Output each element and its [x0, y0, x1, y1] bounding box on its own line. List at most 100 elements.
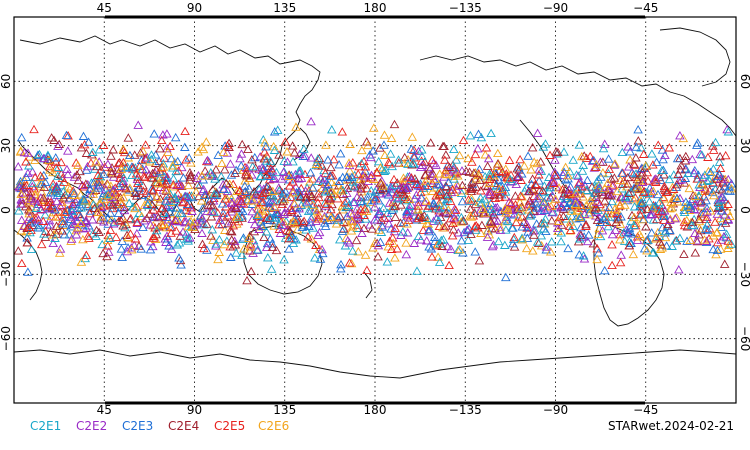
observation-marker [663, 219, 673, 229]
observation-marker [383, 190, 394, 199]
observation-marker [13, 161, 23, 171]
lon-tick-label-bottom: −135 [449, 403, 482, 417]
observation-marker [83, 189, 93, 199]
observation-marker [456, 217, 467, 226]
observation-marker [603, 154, 614, 163]
observation-marker [582, 175, 593, 184]
observation-marker [409, 145, 419, 154]
observation-marker [687, 217, 698, 227]
observation-marker [171, 166, 181, 176]
lon-tick-labels-top: 45 90 135 180 −135 −90 −45 [97, 1, 659, 15]
observation-marker [206, 212, 217, 221]
lat-tick-label-left: 0 [0, 206, 13, 214]
observation-marker [708, 244, 718, 254]
observation-marker [545, 182, 555, 192]
observation-marker [69, 190, 80, 199]
observation-marker [441, 221, 451, 230]
observation-marker [308, 183, 318, 192]
observation-marker [661, 187, 672, 196]
observation-marker [261, 242, 272, 252]
observation-marker [655, 237, 665, 246]
observation-marker [343, 235, 353, 245]
observation-marker [247, 161, 258, 171]
observation-marker [37, 172, 47, 182]
observation-marker [88, 189, 99, 198]
observation-marker [562, 201, 572, 211]
observation-marker [325, 171, 335, 180]
observation-marker [633, 124, 643, 134]
observation-marker [462, 225, 472, 234]
observation-marker [145, 220, 156, 229]
observation-marker [387, 161, 397, 171]
observation-marker [461, 166, 471, 175]
observation-marker [90, 164, 100, 173]
observation-marker [170, 192, 180, 201]
observation-marker [541, 245, 551, 254]
observation-marker [253, 245, 263, 254]
observation-marker [509, 232, 520, 242]
coastline-new-zealand [363, 271, 373, 299]
observation-marker [125, 229, 136, 238]
observation-marker [453, 171, 463, 180]
observation-marker [566, 206, 577, 215]
observation-marker [231, 165, 241, 174]
observation-marker [545, 150, 555, 159]
observation-marker [617, 147, 628, 157]
observation-marker [52, 183, 63, 192]
observation-marker [148, 185, 158, 194]
observation-marker [610, 204, 620, 213]
observation-marker [686, 220, 697, 230]
observation-marker [254, 184, 264, 194]
observation-marker [388, 238, 398, 247]
observation-marker [601, 208, 612, 217]
observation-marker [599, 196, 610, 205]
observation-marker [23, 267, 33, 276]
observation-marker [612, 208, 622, 217]
observation-marker [55, 244, 66, 253]
observation-marker [352, 192, 362, 201]
observation-marker [647, 149, 657, 158]
observation-marker [120, 222, 130, 232]
observation-marker [222, 186, 233, 195]
observation-marker [103, 159, 113, 168]
observation-marker [176, 260, 186, 269]
observation-marker [454, 150, 465, 160]
observation-marker [244, 233, 254, 242]
observation-marker [411, 190, 422, 199]
observation-marker [26, 194, 36, 203]
observation-marker [603, 221, 613, 231]
observation-marker [153, 212, 164, 222]
observation-marker [534, 176, 544, 185]
observation-marker [687, 154, 698, 164]
observation-marker [719, 231, 729, 241]
lon-tick-label-top: −90 [543, 1, 568, 15]
observation-marker [593, 174, 603, 184]
coastline-greenland [659, 27, 731, 87]
observation-marker [375, 178, 386, 187]
observation-marker [288, 156, 298, 166]
observation-marker [306, 153, 316, 162]
observation-marker [559, 167, 569, 176]
observation-marker [528, 246, 538, 255]
observation-marker [540, 214, 551, 223]
lat-tick-label-right: −60 [738, 326, 750, 351]
observation-marker [646, 228, 657, 237]
observation-marker [64, 229, 75, 239]
lon-tick-label-bottom: 45 [97, 403, 112, 417]
observation-marker [271, 213, 281, 222]
observation-marker [134, 161, 145, 170]
observation-marker [720, 218, 731, 227]
lat-tick-label-left: −60 [0, 326, 13, 351]
observation-marker [628, 249, 639, 259]
observation-marker [393, 155, 404, 164]
observation-marker [30, 172, 40, 182]
observation-marker [587, 156, 598, 165]
observation-marker [315, 254, 326, 263]
observation-marker [716, 222, 726, 231]
observation-marker [600, 212, 611, 221]
observation-marker [158, 162, 169, 171]
observation-marker [450, 205, 461, 214]
observation-marker [103, 179, 113, 189]
observation-marker [161, 186, 172, 195]
observation-marker [133, 120, 143, 129]
